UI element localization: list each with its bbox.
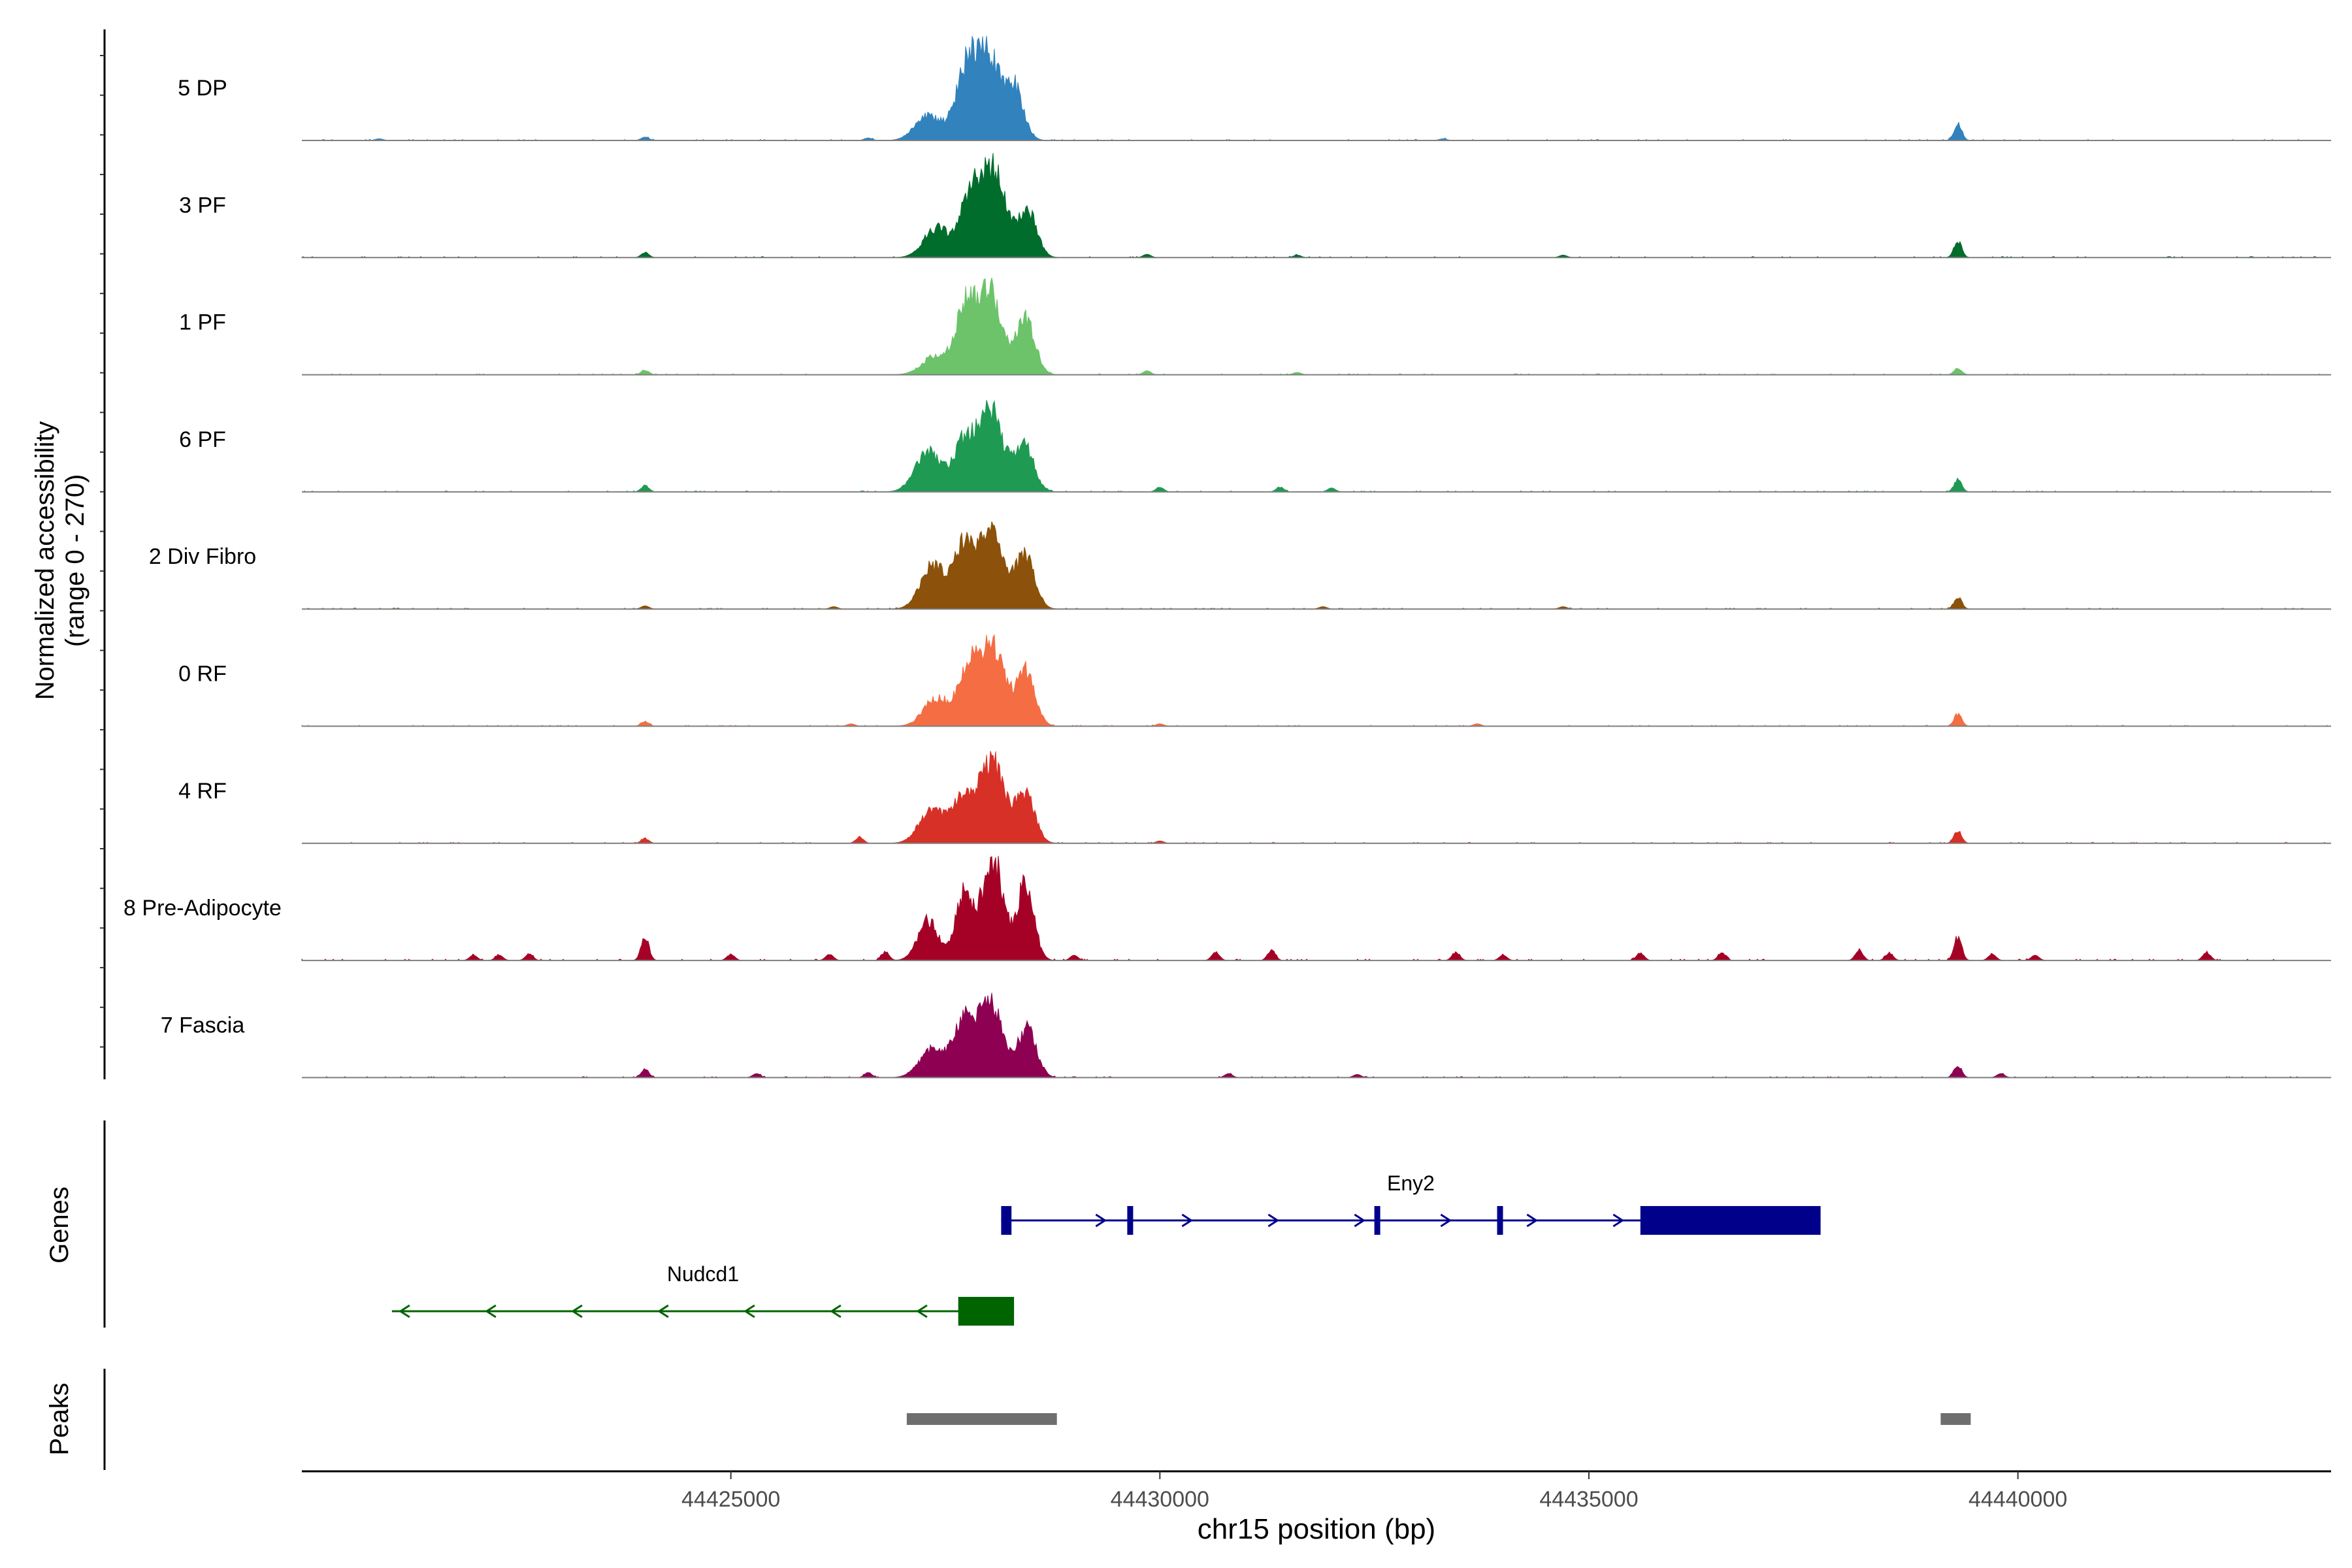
strand-arrow <box>485 1304 497 1318</box>
genes-panel-label: Genes <box>45 1186 74 1264</box>
strand-arrow <box>571 1304 583 1318</box>
x-axis-label: chr15 position (bp) <box>1198 1513 1435 1545</box>
track-7-fascia: 7 Fascia <box>161 992 2331 1079</box>
exon <box>1497 1206 1503 1235</box>
strand-arrow <box>1181 1213 1194 1228</box>
y-axis-label: Normalized accessibility <box>31 421 59 700</box>
coverage-tracks: 5 DP 3 PF 1 PF 6 PF 2 Div Fibro 0 RF 4 RF 8 Pre… <box>123 35 2331 1079</box>
exon <box>1001 1206 1012 1235</box>
coverage-area <box>301 856 2331 961</box>
strand-arrow <box>399 1304 410 1318</box>
strand-arrow <box>916 1304 928 1318</box>
track-1-pf: 1 PF <box>179 277 2331 376</box>
track-label: 0 RF <box>178 662 227 687</box>
track-0-rf: 0 RF <box>178 634 2331 727</box>
exon <box>1374 1206 1380 1235</box>
exon <box>1127 1206 1134 1235</box>
strand-arrow <box>657 1304 669 1318</box>
track-label: 6 PF <box>179 427 226 452</box>
strand-arrow <box>1526 1213 1539 1228</box>
track-4-rf: 4 RF <box>178 751 2331 844</box>
exon <box>1640 1206 1821 1235</box>
track-label: 8 Pre-Adipocyte <box>123 896 282 921</box>
x-tick-label: 44425000 <box>681 1487 780 1512</box>
strand-arrow <box>1440 1213 1452 1228</box>
gene-label: Nudcd1 <box>667 1262 739 1286</box>
coverage-area <box>302 35 2331 141</box>
track-8-pre-adipocyte: 8 Pre-Adipocyte <box>123 856 2331 962</box>
track-2-div-fibro: 2 Div Fibro <box>149 521 2331 610</box>
gene-nudcd1: Nudcd1 <box>391 1262 1015 1326</box>
y-axis-range-label: (range 0 - 270) <box>61 474 90 647</box>
coverage-area <box>302 992 2331 1079</box>
peak-region <box>906 1413 1057 1425</box>
strand-arrow <box>1354 1213 1366 1228</box>
peak-track <box>906 1413 1971 1425</box>
strand-arrow <box>743 1304 755 1318</box>
gene-eny2: Eny2 <box>1001 1171 1821 1235</box>
peaks-panel-label: Peaks <box>45 1382 74 1455</box>
track-6-pf: 6 PF <box>179 400 2331 493</box>
strand-arrow <box>1267 1213 1280 1228</box>
strand-arrow <box>830 1304 841 1318</box>
coverage-area <box>302 277 2331 376</box>
track-label: 4 RF <box>178 779 227 804</box>
track-label: 7 Fascia <box>161 1013 245 1037</box>
gene-label: Eny2 <box>1387 1171 1435 1195</box>
x-axis: 44425000 44430000 44435000 44440000 <box>681 1471 2067 1512</box>
exon <box>958 1297 1015 1326</box>
track-label: 3 PF <box>179 193 226 218</box>
coverage-area <box>302 400 2331 493</box>
track-3-pf: 3 PF <box>179 153 2331 259</box>
strand-arrow <box>1612 1213 1625 1228</box>
coverage-area <box>301 634 2331 727</box>
coverage-area <box>302 751 2331 844</box>
y-axis <box>100 29 106 1079</box>
x-tick-label: 44435000 <box>1539 1487 1638 1512</box>
coverage-area <box>302 521 2331 610</box>
track-label: 1 PF <box>179 310 226 335</box>
track-label: 2 Div Fibro <box>149 544 256 569</box>
track-label: 5 DP <box>178 76 227 101</box>
peak-region <box>1940 1413 1971 1425</box>
track-5-dp: 5 DP <box>178 35 2331 141</box>
x-tick-label: 44430000 <box>1111 1487 1209 1512</box>
x-tick-label: 44440000 <box>1968 1487 2067 1512</box>
strand-arrow <box>1095 1213 1107 1228</box>
gene-track: Eny2 Nudcd1 <box>391 1171 1821 1326</box>
coverage-area <box>301 153 2331 258</box>
